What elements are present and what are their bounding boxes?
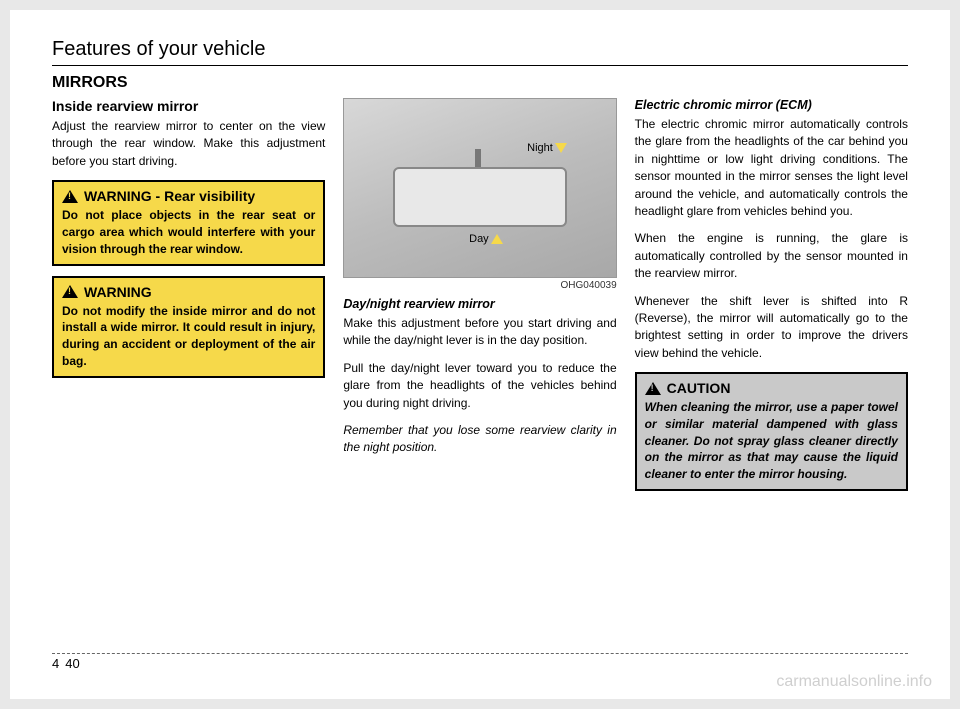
warning-modify-mirror: WARNING Do not modify the inside mirror …: [52, 276, 325, 378]
daynight-heading: Day/night rearview mirror: [343, 297, 616, 311]
illus-day-label: Day: [469, 233, 503, 245]
label-text: Day: [469, 233, 489, 245]
ecm-p2: When the engine is running, the glare is…: [635, 230, 908, 282]
caution-title: CAUTION: [667, 380, 731, 396]
warning-body: Do not modify the inside mirror and do n…: [62, 303, 315, 370]
warning-title: WARNING - Rear visibility: [84, 188, 255, 204]
warning-icon: [62, 190, 78, 203]
illustration-code: OHG040039: [343, 280, 616, 291]
warning-header: WARNING - Rear visibility: [62, 188, 315, 204]
caution-header: CAUTION: [645, 380, 898, 396]
page-footer: 4 40: [52, 653, 908, 671]
daynight-p3: Remember that you lose some rearview cla…: [343, 422, 616, 457]
ecm-heading: Electric chromic mirror (ECM): [635, 98, 908, 112]
warning-rear-visibility: WARNING - Rear visibility Do not place o…: [52, 180, 325, 265]
warning-header: WARNING: [62, 284, 315, 300]
warning-body: Do not place objects in the rear seat or…: [62, 207, 315, 257]
warning-icon: [62, 285, 78, 298]
column-2: Night Day OHG040039 Day/night rearview m…: [343, 98, 616, 501]
ecm-p3: Whenever the shift lever is shifted into…: [635, 293, 908, 363]
inside-mirror-body: Adjust the rearview mirror to center on …: [52, 118, 325, 170]
ecm-p1: The electric chromic mirror automaticall…: [635, 116, 908, 220]
column-3: Electric chromic mirror (ECM) The electr…: [635, 98, 908, 501]
caution-cleaning: CAUTION When cleaning the mirror, use a …: [635, 372, 908, 491]
daynight-p2: Pull the day/night lever toward you to r…: [343, 360, 616, 412]
chapter-title: Features of your vehicle: [52, 38, 908, 61]
mirror-illustration: Night Day: [343, 98, 616, 278]
page-number: 40: [65, 656, 79, 671]
illus-mirror: [393, 167, 567, 228]
arrow-up-icon: [491, 234, 503, 244]
section-title: MIRRORS: [52, 74, 908, 92]
daynight-p1: Make this adjustment before you start dr…: [343, 315, 616, 350]
warning-title: WARNING: [84, 284, 152, 300]
page: Features of your vehicle MIRRORS Inside …: [10, 10, 950, 699]
caution-body: When cleaning the mirror, use a paper to…: [645, 399, 898, 483]
illus-night-label: Night: [527, 142, 567, 154]
section-number: 4: [52, 656, 59, 671]
inside-mirror-heading: Inside rearview mirror: [52, 98, 325, 114]
content-columns: Inside rearview mirror Adjust the rearvi…: [52, 98, 908, 501]
column-1: Inside rearview mirror Adjust the rearvi…: [52, 98, 325, 501]
arrow-down-icon: [555, 143, 567, 153]
header-rule: [52, 65, 908, 66]
label-text: Night: [527, 142, 553, 154]
caution-icon: [645, 382, 661, 395]
watermark: carmanualsonline.info: [776, 673, 932, 691]
